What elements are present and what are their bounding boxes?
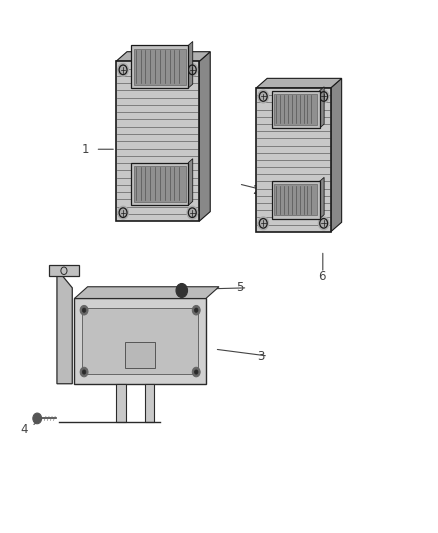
Bar bbox=[134, 49, 186, 85]
Bar bbox=[272, 181, 320, 219]
Bar bbox=[131, 163, 188, 205]
Polygon shape bbox=[116, 52, 210, 61]
Circle shape bbox=[192, 367, 200, 377]
Circle shape bbox=[82, 370, 86, 374]
Circle shape bbox=[194, 308, 198, 312]
Bar bbox=[116, 61, 199, 221]
Circle shape bbox=[118, 206, 128, 219]
Circle shape bbox=[80, 305, 88, 315]
Polygon shape bbox=[188, 42, 193, 88]
Polygon shape bbox=[256, 78, 342, 88]
Bar bbox=[272, 91, 320, 128]
Text: 3: 3 bbox=[257, 350, 264, 362]
Polygon shape bbox=[320, 87, 324, 128]
Polygon shape bbox=[331, 78, 342, 232]
Bar bbox=[82, 308, 198, 374]
Circle shape bbox=[187, 63, 198, 76]
Bar bbox=[274, 184, 317, 215]
Text: 2: 2 bbox=[252, 184, 260, 197]
Circle shape bbox=[80, 367, 88, 377]
Bar bbox=[134, 166, 186, 202]
Circle shape bbox=[187, 206, 198, 219]
Circle shape bbox=[179, 287, 184, 294]
Text: 1: 1 bbox=[81, 143, 89, 156]
Text: 5: 5 bbox=[237, 281, 244, 294]
Polygon shape bbox=[116, 384, 126, 422]
Circle shape bbox=[318, 217, 329, 230]
Bar bbox=[125, 342, 155, 368]
Polygon shape bbox=[320, 177, 324, 219]
Circle shape bbox=[318, 90, 329, 103]
Circle shape bbox=[258, 217, 268, 230]
Polygon shape bbox=[49, 265, 79, 276]
Text: 4: 4 bbox=[20, 423, 28, 435]
Circle shape bbox=[118, 63, 128, 76]
Circle shape bbox=[176, 284, 187, 297]
Circle shape bbox=[33, 413, 42, 424]
Bar bbox=[131, 45, 188, 88]
Polygon shape bbox=[145, 384, 154, 422]
Text: 6: 6 bbox=[318, 270, 326, 282]
Polygon shape bbox=[74, 287, 219, 298]
Polygon shape bbox=[74, 298, 206, 384]
Polygon shape bbox=[188, 159, 193, 205]
Circle shape bbox=[258, 90, 268, 103]
Bar bbox=[274, 94, 317, 125]
Circle shape bbox=[194, 370, 198, 374]
Circle shape bbox=[192, 305, 200, 315]
Circle shape bbox=[82, 308, 86, 312]
Bar bbox=[256, 88, 331, 232]
Polygon shape bbox=[57, 269, 72, 384]
Polygon shape bbox=[199, 52, 210, 221]
